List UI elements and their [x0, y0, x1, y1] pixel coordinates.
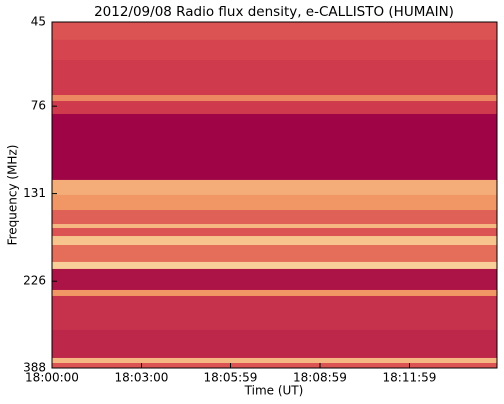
heatmap-cell [52, 295, 497, 331]
heatmap-cell [52, 357, 497, 364]
heatmap-cell [52, 362, 497, 369]
heatmap [52, 22, 497, 369]
plot-frame [51, 21, 498, 369]
x-tick-label: 18:03:00 [115, 371, 169, 385]
heatmap-cell [52, 289, 497, 297]
heatmap-cell [52, 194, 497, 211]
heatmap-cell [52, 224, 497, 229]
y-tick-label: 131 [23, 186, 46, 200]
y-tick-label: 226 [23, 274, 46, 288]
heatmap-cell [52, 114, 497, 181]
y-tick-label: 76 [31, 99, 46, 113]
chart-title: 2012/09/08 Radio flux density, e-CALLIST… [94, 4, 454, 20]
y-tick-label: 45 [31, 15, 46, 29]
heatmap-cell [52, 210, 497, 225]
heatmap-cell [52, 329, 497, 359]
heatmap-cell [52, 101, 497, 115]
x-tick-label: 18:08:59 [293, 371, 347, 385]
y-axis-label: Frequency (MHz) [6, 145, 20, 246]
heatmap-cell [52, 39, 497, 61]
heatmap-cell [52, 228, 497, 237]
heatmap-cell [52, 268, 497, 291]
heatmap-cell [52, 245, 497, 263]
heatmap-cell [52, 236, 497, 246]
heatmap-cell [52, 22, 497, 41]
x-tick-label: 18:00:00 [25, 371, 79, 385]
x-axis-label: Time (UT) [244, 384, 304, 398]
heatmap-cell [52, 179, 497, 196]
y-tick-label: 388 [23, 361, 46, 375]
x-tick-label: 18:05:59 [204, 371, 258, 385]
heatmap-cell [52, 95, 497, 102]
heatmap-cell [52, 261, 497, 270]
heatmap-cell [52, 59, 497, 96]
x-tick-label: 18:11:59 [383, 371, 437, 385]
